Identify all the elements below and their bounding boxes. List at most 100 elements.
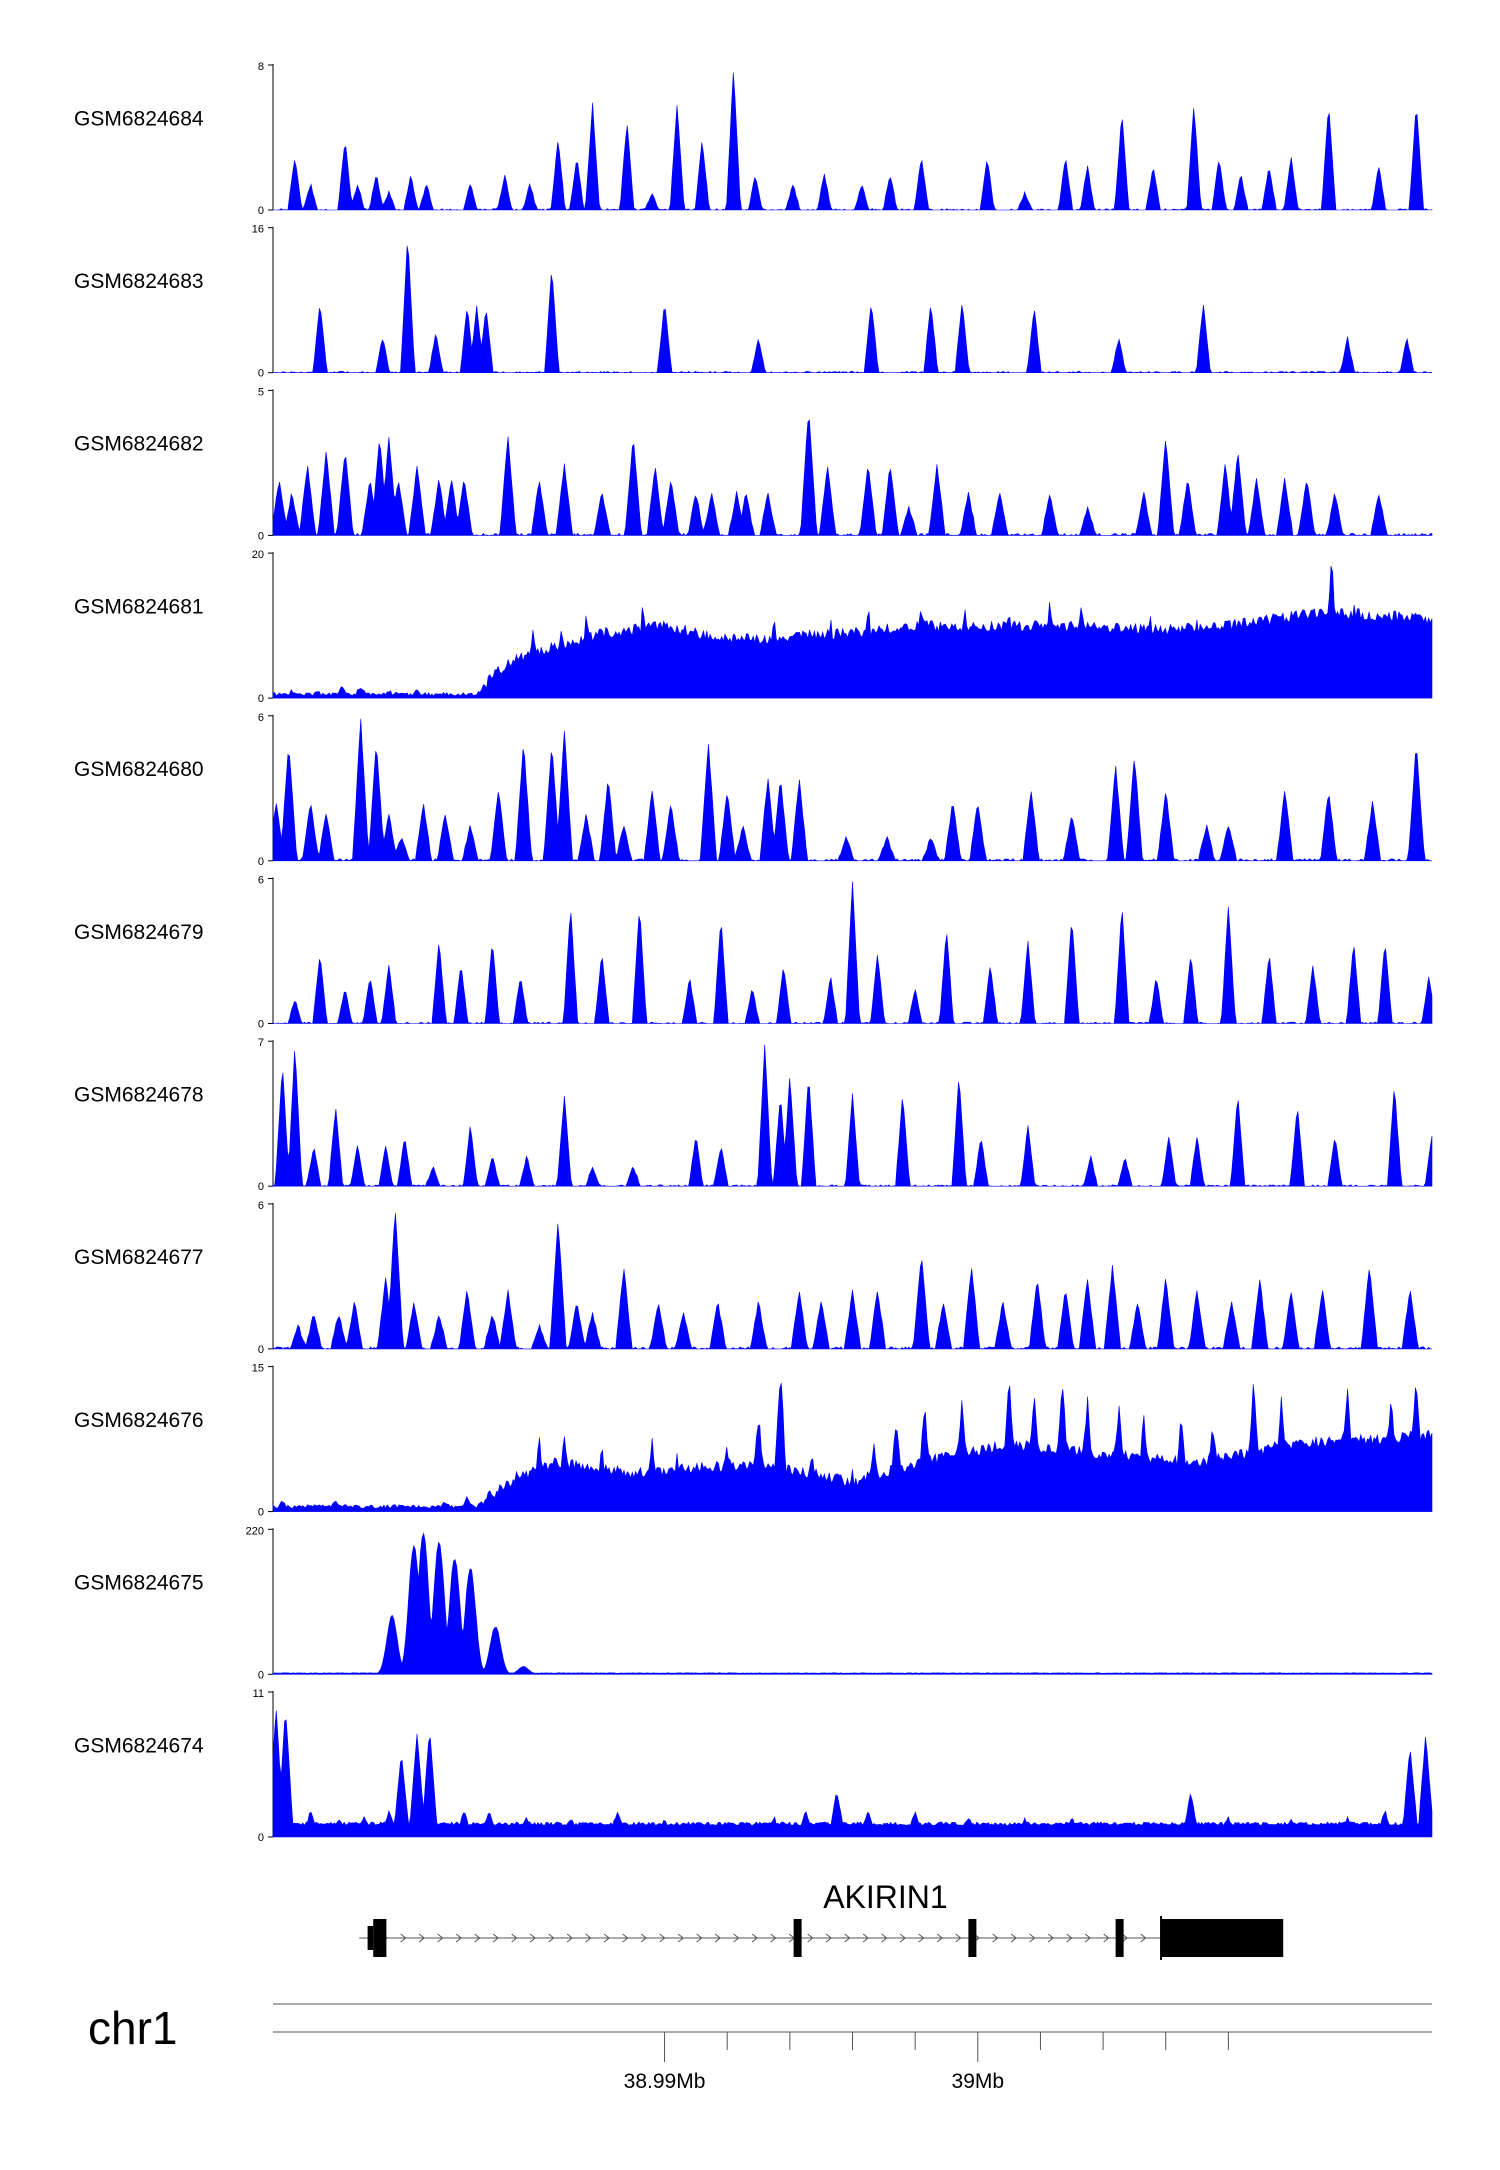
gene-name-label: AKIRIN1: [823, 1879, 947, 1915]
strand-chevron: [881, 1933, 888, 1943]
y-tick-max-label: 220: [246, 1525, 264, 1537]
y-tick-zero-label: 0: [258, 1019, 264, 1031]
track-label: GSM6824684: [74, 107, 204, 130]
utr-block: [367, 1926, 374, 1950]
strand-chevron: [918, 1933, 925, 1943]
signal-area: [273, 72, 1433, 211]
strand-chevron: [622, 1933, 629, 1943]
strand-chevron: [585, 1933, 592, 1943]
signal-area: [272, 881, 1433, 1025]
track-GSM6824676: GSM6824676 15 0: [74, 1363, 1433, 1519]
axis-tick-label: 39Mb: [952, 2070, 1005, 2093]
y-tick-zero-label: 0: [258, 856, 264, 868]
y-tick-max-label: 20: [252, 549, 264, 561]
strand-chevron: [603, 1933, 610, 1943]
track-label: GSM6824678: [74, 1084, 204, 1107]
track-GSM6824674: GSM6824674 11 0: [74, 1688, 1433, 1844]
signal-area: [272, 1710, 1433, 1838]
strand-chevron: [733, 1933, 740, 1943]
signal-area: [272, 565, 1433, 699]
exon-block-2: [793, 1919, 802, 1957]
strand-chevron: [899, 1933, 906, 1943]
y-tick-max-label: 5: [258, 386, 264, 398]
signal-area: [272, 1382, 1433, 1512]
strand-chevron: [437, 1933, 444, 1943]
strand-chevron: [455, 1933, 462, 1943]
y-tick-zero-label: 0: [258, 1669, 264, 1681]
track-GSM6824683: GSM6824683 16 0: [74, 224, 1433, 380]
strand-chevron: [751, 1933, 758, 1943]
track-GSM6824677: GSM6824677 6 0: [74, 1200, 1432, 1356]
y-tick-zero-label: 0: [258, 1832, 264, 1844]
strand-chevron: [1121, 1933, 1128, 1943]
strand-chevron: [1066, 1933, 1073, 1943]
strand-chevron: [1029, 1933, 1036, 1943]
strand-chevron: [844, 1933, 851, 1943]
strand-chevron: [825, 1933, 832, 1943]
signal-area: [272, 419, 1433, 537]
y-tick-max-label: 7: [258, 1037, 264, 1049]
y-tick-zero-label: 0: [258, 368, 264, 380]
track-GSM6824678: GSM6824678 7 0: [74, 1037, 1433, 1193]
y-tick-max-label: 16: [252, 224, 264, 236]
y-tick-max-label: 15: [252, 1363, 264, 1375]
strand-chevron: [474, 1933, 481, 1943]
gene-annotation-track: AKIRIN1: [359, 1879, 1284, 1960]
exon-block-4: [1115, 1919, 1124, 1957]
strand-chevron: [936, 1933, 943, 1943]
strand-chevron: [1010, 1933, 1017, 1943]
track-GSM6824684: GSM6824684 8 0: [74, 61, 1433, 217]
strand-chevron: [548, 1933, 555, 1943]
y-tick-zero-label: 0: [258, 530, 264, 542]
track-label: GSM6824682: [74, 433, 204, 456]
strand-chevron: [770, 1933, 777, 1943]
track-label: GSM6824675: [74, 1572, 204, 1595]
y-tick-max-label: 11: [253, 1688, 264, 1700]
signal-area: [272, 718, 1432, 862]
strand-chevron: [511, 1933, 518, 1943]
track-label: GSM6824683: [74, 270, 204, 293]
y-tick-max-label: 8: [258, 61, 264, 73]
strand-chevron: [992, 1933, 999, 1943]
y-tick-max-label: 6: [258, 875, 264, 887]
strand-chevron: [659, 1933, 666, 1943]
track-GSM6824675: GSM6824675 220 0: [74, 1525, 1433, 1681]
strand-chevron: [862, 1933, 869, 1943]
strand-chevron: [418, 1933, 425, 1943]
y-tick-max-label: 6: [258, 1200, 264, 1212]
y-tick-max-label: 6: [258, 712, 264, 724]
axis-tick-label: 38.99Mb: [624, 2070, 706, 2093]
track-label: GSM6824680: [74, 758, 204, 781]
strand-chevron: [640, 1933, 647, 1943]
strand-chevron: [566, 1933, 573, 1943]
strand-chevron: [529, 1933, 536, 1943]
track-GSM6824682: GSM6824682 5 0: [74, 386, 1433, 542]
strand-chevron: [955, 1933, 962, 1943]
strand-chevron: [807, 1933, 814, 1943]
y-tick-zero-label: 0: [258, 693, 264, 705]
signal-area: [272, 1044, 1433, 1187]
exon-block-3: [968, 1919, 977, 1957]
track-GSM6824679: GSM6824679 6 0: [74, 875, 1433, 1031]
track-GSM6824681: GSM6824681 20 0: [74, 549, 1433, 705]
track-GSM6824680: GSM6824680 6 0: [74, 712, 1432, 868]
signal-area: [272, 1213, 1432, 1350]
y-tick-zero-label: 0: [258, 1344, 264, 1356]
strand-chevron: [1084, 1933, 1091, 1943]
strand-chevron: [492, 1933, 499, 1943]
track-label: GSM6824674: [74, 1734, 204, 1757]
track-label: GSM6824676: [74, 1409, 204, 1432]
signal-tracks: GSM682468480GSM6824683160GSM682468250GSM…: [74, 61, 1433, 1844]
strand-chevron: [1103, 1933, 1110, 1943]
signal-area: [272, 1532, 1433, 1675]
track-label: GSM6824677: [74, 1246, 204, 1269]
signal-area: [273, 245, 1433, 374]
strand-chevron: [714, 1933, 721, 1943]
strand-chevron: [400, 1933, 407, 1943]
y-tick-zero-label: 0: [258, 1507, 264, 1519]
track-label: GSM6824679: [74, 921, 204, 944]
strand-chevron: [696, 1933, 703, 1943]
strand-chevron: [1140, 1933, 1147, 1943]
y-tick-zero-label: 0: [258, 1181, 264, 1193]
